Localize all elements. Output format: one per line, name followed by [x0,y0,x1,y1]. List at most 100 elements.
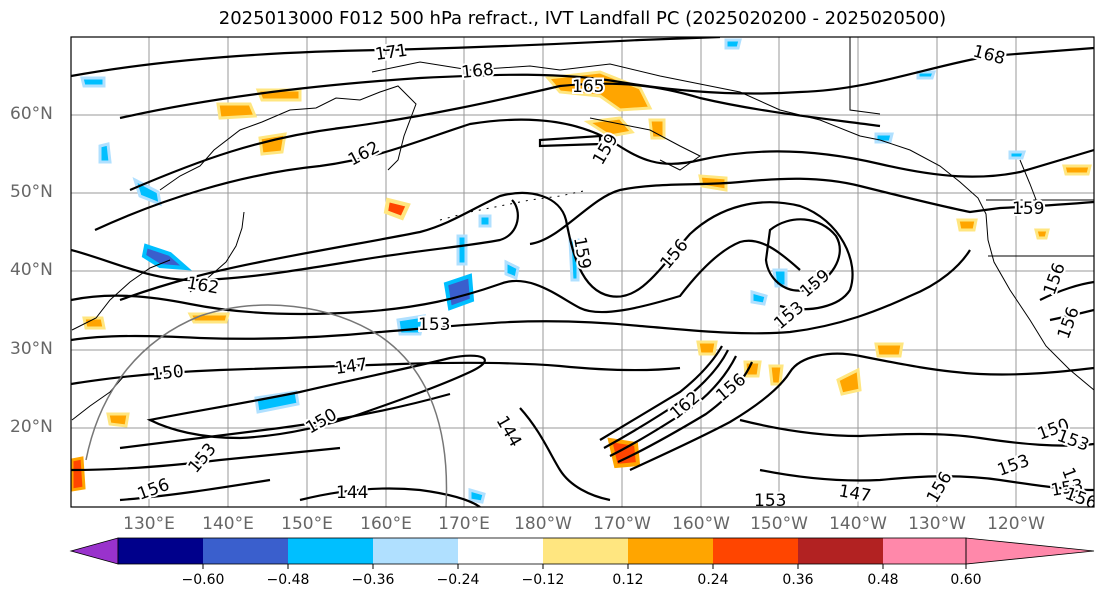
contour-label: 153 [418,315,450,335]
colorbar-tick-label: 0.24 [697,572,729,588]
contour-jet-1 [599,345,723,441]
contour-label: 159 [1012,199,1044,219]
lon-label: 140°W [829,514,887,534]
reference-circle [85,304,448,507]
lon-label: 150°W [750,514,808,534]
colorbar-tick-label: −0.60 [181,572,225,588]
lon-label: 180°W [514,514,572,534]
negative-patch [468,488,486,504]
contour-147 [146,354,486,440]
contour-150-b [119,392,451,450]
positive-patch [696,340,718,356]
positive-patch [383,197,411,221]
positive-patch [1034,228,1050,240]
colorbar-tick-label: 0.48 [867,572,899,588]
colorbar-segment [713,538,798,564]
colorbar-tick-label: −0.24 [436,572,480,588]
contour-162-b [119,192,854,311]
positive-patch [607,437,641,469]
positive-patch [258,132,287,156]
coastlines [71,37,1094,421]
contour-jet-2 [603,349,729,449]
contour-168 [119,46,1094,120]
lon-label: 160°W [672,514,730,534]
positive-patch [545,70,653,112]
lon-label: 170°E [438,514,490,534]
lon-label: 170°W [593,514,651,534]
lon-label: 120°W [987,514,1045,534]
colorbar-extend-low [69,537,119,565]
colorbar-tick-label: 0.12 [612,572,644,588]
contour-165 [129,82,881,192]
colorbar-segment [628,538,713,564]
colorbar [69,537,1095,569]
negative-patch [750,290,768,306]
positive-patch [743,360,762,378]
colorbar-segment [798,538,883,564]
contour-label: 144 [336,483,368,503]
contour-156-b [119,478,271,502]
contour-156 [71,239,801,316]
positive-patch [768,364,784,386]
positive-patch [583,116,635,138]
contour-jet-4 [617,361,754,463]
lon-label: 130°E [123,514,175,534]
contour-label: 168 [460,60,494,83]
colorbar-segment [288,538,373,564]
colorbar-segment [543,538,628,564]
map-title: 2025013000 F012 500 hPa refract., IVT La… [218,8,947,29]
colorbar-extend-high [965,537,1095,565]
contour-144-b [299,487,481,507]
positive-patch [1062,164,1092,176]
contour-label: 150 [150,362,184,385]
positive-patch [836,367,862,396]
negative-patch [874,132,894,144]
colorbar-tick-label: 0.60 [950,572,982,588]
colorbar-tick-label: 0.36 [782,572,814,588]
negative-patch [478,214,492,228]
contour-east-1 [739,418,1094,447]
contour-label: 165 [572,77,604,97]
colorbar-segment [203,538,288,564]
negative-patch [724,38,742,50]
colorbar-tick-label: −0.12 [521,572,565,588]
contour-east-4 [1049,308,1094,322]
colorbar-segment [118,538,203,564]
contour-144 [519,407,611,502]
contour-cutoff [764,218,841,292]
positive-patch [106,412,130,428]
lat-label: 40°N [10,260,53,280]
colorbar-tick-label: −0.36 [351,572,395,588]
negative-patch [504,259,520,281]
positive-patch [956,218,978,232]
positive-patch [216,102,258,120]
negative-patch [456,234,468,266]
lat-label: 50°N [10,182,53,202]
colorbar-segment [458,538,543,564]
negative-patch [98,142,112,164]
negative-patch [141,243,192,271]
negative-patch [916,70,937,80]
contour-east-3 [1039,280,1094,301]
pc-shading [71,38,1092,504]
positive-patch [71,456,86,492]
contour-153 [71,249,971,342]
map-border [70,36,1095,508]
contour-jet-3 [609,355,737,457]
negative-patch [1008,150,1027,160]
positive-patch [874,342,904,358]
negative-patch [254,390,300,414]
lon-label: 150°E [281,514,333,534]
contour-nw [538,134,602,148]
lat-label: 30°N [10,339,53,359]
lon-label: 130°W [908,514,966,534]
contour-153-b [71,446,341,472]
colorbar-tick-label: −0.48 [266,572,310,588]
contour-159 [71,177,1094,282]
contour-label: 153 [754,491,786,511]
contour-jet-5 [629,352,1094,471]
contour-162-a [94,118,1094,231]
lat-label: 60°N [10,104,53,124]
lon-label: 140°E [202,514,254,534]
